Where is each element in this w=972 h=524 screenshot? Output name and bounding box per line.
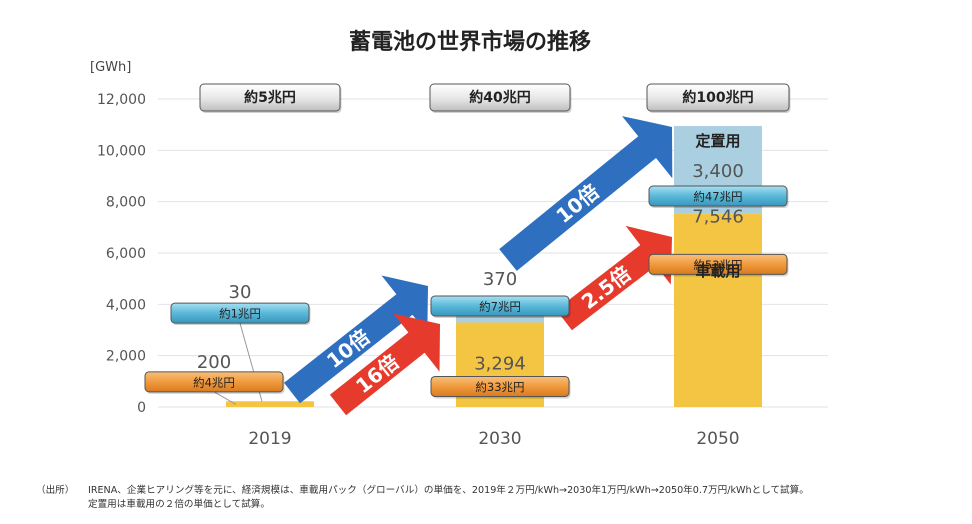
value-label-vehicle: 7,546	[692, 206, 744, 227]
growth-arrow-shape	[329, 313, 440, 416]
value-label-vehicle: 3,294	[474, 353, 526, 374]
y-tick-label: 4,000	[106, 297, 146, 313]
total-market-label: 約5兆円	[199, 83, 342, 113]
market-pill-vehicle-text: 約33兆円	[475, 380, 524, 394]
x-tick-label: 2050	[696, 429, 739, 449]
y-tick-label: 12,000	[97, 92, 146, 108]
market-pill-vehicle-box	[144, 371, 284, 393]
market-pill-vehicle: 約53兆円	[648, 253, 789, 277]
market-pill-stationary-box	[170, 302, 310, 324]
growth-arrow-shape	[556, 225, 672, 331]
total-market-label-box	[199, 83, 341, 112]
y-axis-unit: [GWh]	[90, 60, 131, 75]
market-pill-vehicle: 約33兆円	[430, 375, 571, 399]
y-tick-label: 8,000	[106, 195, 146, 211]
x-tick-label: 2019	[248, 429, 291, 449]
market-pill-stationary-text: 約47兆円	[693, 190, 742, 204]
market-pill-vehicle-text: 約53兆円	[693, 258, 742, 272]
growth-arrow: 2.5倍	[556, 225, 672, 331]
market-pill-stationary: 約1兆円	[170, 302, 311, 326]
bar-vehicle	[674, 213, 762, 407]
value-label-stationary: 370	[483, 269, 517, 290]
market-pill-stationary-text: 約7兆円	[479, 299, 521, 313]
growth-arrow-shape	[284, 275, 428, 404]
bar-stationary	[456, 312, 544, 323]
chart-title: 蓄電池の世界市場の推移	[349, 29, 591, 55]
total-market-label-text: 約5兆円	[244, 89, 296, 106]
value-label-stationary: 3,400	[692, 161, 744, 182]
total-market-label-text: 約40兆円	[469, 89, 530, 106]
market-pill-vehicle-box	[430, 375, 570, 397]
total-market-label-text: 約100兆円	[682, 89, 753, 106]
market-pill-vehicle: 約4兆円	[144, 371, 285, 394]
source-label: （出所）	[36, 485, 75, 496]
market-pill-vehicle-box	[648, 253, 788, 275]
total-market-label-box	[646, 83, 790, 112]
bar-stationary	[226, 401, 314, 402]
x-tick-label: 2030	[478, 429, 521, 449]
y-tick-label: 6,000	[106, 246, 146, 262]
market-pill-stationary-text: 約1兆円	[219, 307, 261, 321]
total-market-label: 約100兆円	[646, 83, 791, 113]
leader-line	[213, 391, 237, 405]
y-tick-label: 0	[137, 400, 146, 416]
market-pill-stationary: 約7兆円	[430, 295, 571, 318]
market-pill-vehicle-text: 約4兆円	[193, 375, 235, 389]
market-pill-stationary-box	[648, 185, 788, 207]
value-label-stationary: 30	[229, 282, 252, 303]
source-note: （出所） IRENA、企業ヒアリング等を元に、経済規模は、車載用パック（グローバル…	[36, 484, 956, 512]
y-tick-label: 2,000	[106, 349, 146, 365]
source-line-1: IRENA、企業ヒアリング等を元に、経済規模は、車載用パック（グローバル）の単価…	[88, 485, 809, 496]
growth-arrow-shape	[499, 116, 673, 271]
total-market-label: 約40兆円	[429, 83, 572, 113]
bar-vehicle	[226, 401, 314, 407]
market-pill-stationary-box	[430, 295, 570, 317]
total-market-label-box	[429, 83, 571, 112]
value-label-vehicle: 200	[197, 352, 231, 373]
market-pill-stationary: 約47兆円	[648, 185, 789, 209]
source-line-2: 定置用は車載用の２倍の単価として試算。	[88, 499, 270, 510]
y-tick-label: 10,000	[97, 143, 146, 159]
legend-label-vehicle: 車載用	[695, 262, 740, 280]
legend-label-stationary: 定置用	[695, 132, 740, 150]
